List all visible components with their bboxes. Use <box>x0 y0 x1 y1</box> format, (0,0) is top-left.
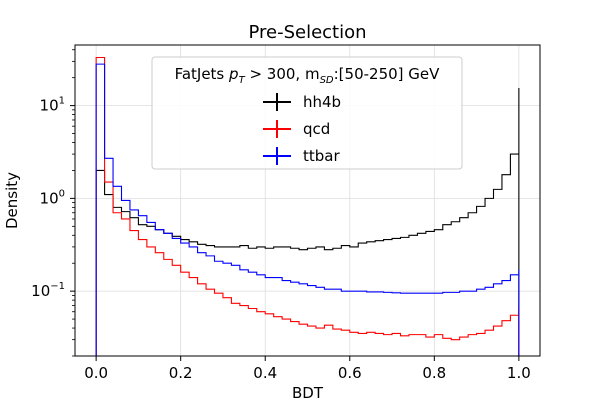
y-tick-base: 10 <box>40 189 59 207</box>
legend-ttbar-label: ttbar <box>303 147 340 165</box>
y-tick-exp: 0 <box>59 188 65 199</box>
series-layer <box>95 56 520 356</box>
legend-hh4b-label: hh4b <box>303 93 341 111</box>
x-tick-label: 0.0 <box>84 364 108 382</box>
plot-frame <box>74 44 541 357</box>
legend-title-p: p <box>228 65 239 83</box>
series-qcd-line <box>95 56 520 356</box>
legend: FatJets pT > 300, mSD:[50-250] GeV hh4b q… <box>151 56 463 170</box>
chart-title: Pre-Selection <box>248 22 366 43</box>
y-tick-label: 10−1 <box>31 281 65 300</box>
x-tick-label: 0.8 <box>422 364 446 382</box>
x-axis-label: BDT <box>292 384 324 400</box>
y-tick-base: 10 <box>31 282 50 300</box>
x-tick-label: 1.0 <box>507 364 531 382</box>
legend-box <box>151 56 463 170</box>
legend-qcd-label: qcd <box>303 120 330 138</box>
legend-entries: hh4b qcd ttbar <box>263 93 341 165</box>
x-tick-label: 0.2 <box>169 364 193 382</box>
y-tick-exp: −1 <box>50 281 65 292</box>
y-tick-label: 101 <box>40 96 65 115</box>
legend-title-p-sub: T <box>239 75 246 86</box>
legend-title-prefix: FatJets <box>175 65 229 83</box>
y-tick-base: 10 <box>40 97 59 115</box>
x-tick-label: 0.6 <box>338 364 362 382</box>
legend-title-suffix: :[50-250] GeV <box>334 65 441 83</box>
series-ttbar-line <box>95 63 520 356</box>
y-tick-label: 100 <box>40 188 65 207</box>
legend-title: FatJets pT > 300, mSD:[50-250] GeV <box>175 65 441 86</box>
y-axis-label: Density <box>3 172 21 229</box>
x-axis: 0.0 0.2 0.4 0.6 0.8 1.0 <box>84 356 531 382</box>
legend-title-mid: > 300, m <box>245 65 320 83</box>
y-tick-exp: 1 <box>59 96 65 107</box>
x-tick-label: 0.4 <box>253 364 277 382</box>
legend-title-sd-sub: SD <box>320 75 334 86</box>
